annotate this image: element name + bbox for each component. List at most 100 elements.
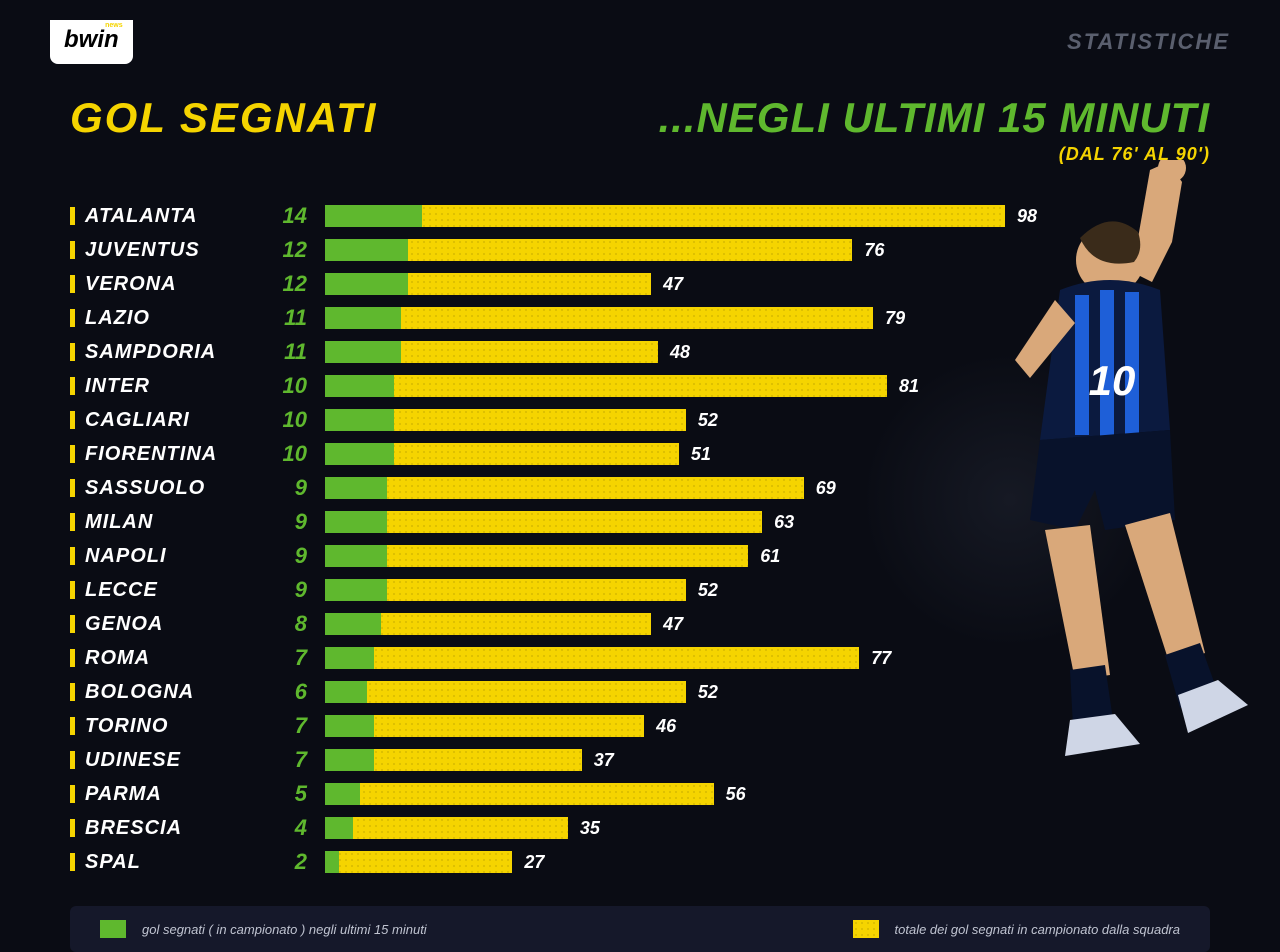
bar-late: [325, 715, 374, 737]
chart-row: ROMA777: [70, 642, 1210, 674]
title-right: ...NEGLI ULTIMI 15 MINUTI: [658, 94, 1210, 142]
bar-late: [325, 647, 374, 669]
bar-area: 81: [325, 375, 1045, 397]
chart-row: PARMA5 56: [70, 778, 1210, 810]
chart-row: BRESCIA435: [70, 812, 1210, 844]
late-goals-value: 5: [270, 781, 325, 807]
logo-subtext: news: [105, 22, 123, 29]
total-goals-value: 37: [582, 749, 614, 771]
bar-area: 76: [325, 239, 1045, 261]
chart-row: SPAL227: [70, 846, 1210, 878]
total-goals-value: 81: [887, 375, 919, 397]
total-goals-value: 51: [679, 443, 711, 465]
total-goals-value: 79: [873, 307, 905, 329]
total-goals-value: 52: [686, 681, 718, 703]
total-goals-value: 56: [714, 783, 746, 805]
total-goals-value: 63: [762, 511, 794, 533]
row-tick: [70, 377, 75, 395]
row-tick: [70, 615, 75, 633]
bar-area: 48: [325, 341, 1045, 363]
total-goals-value: 98: [1005, 205, 1037, 227]
row-tick: [70, 445, 75, 463]
legend: gol segnati ( in campionato ) negli ulti…: [70, 906, 1210, 952]
team-name: VERONA: [85, 273, 270, 296]
team-name: NAPOLI: [85, 545, 270, 568]
team-name: PARMA: [85, 783, 270, 806]
chart-row: UDINESE737: [70, 744, 1210, 776]
late-goals-value: 9: [270, 475, 325, 501]
chart-row: VERONA1247: [70, 268, 1210, 300]
section-label: STATISTICHE: [1067, 29, 1230, 55]
bar-late: [325, 613, 381, 635]
team-name: LECCE: [85, 579, 270, 602]
bar-late: [325, 681, 367, 703]
late-goals-value: 6: [270, 679, 325, 705]
brand-logo: bwin news: [50, 20, 133, 64]
bar-late: [325, 239, 408, 261]
bar-total: [325, 511, 762, 533]
bar-area: 77: [325, 647, 1045, 669]
row-tick: [70, 649, 75, 667]
bar-area: 47: [325, 613, 1045, 635]
title-row: GOL SEGNATI ...NEGLI ULTIMI 15 MINUTI (D…: [50, 94, 1230, 165]
bar-late: [325, 307, 401, 329]
row-tick: [70, 853, 75, 871]
chart-row: BOLOGNA652: [70, 676, 1210, 708]
bar-total: [325, 647, 859, 669]
header: bwin news STATISTICHE: [50, 20, 1230, 64]
legend-item-total: totale dei gol segnati in campionato dal…: [853, 920, 1180, 938]
bar-total: [325, 851, 512, 873]
row-tick: [70, 241, 75, 259]
row-tick: [70, 309, 75, 327]
late-goals-value: 10: [270, 441, 325, 467]
bar-area: 52: [325, 579, 1045, 601]
row-tick: [70, 581, 75, 599]
late-goals-value: 7: [270, 713, 325, 739]
bar-area: 37: [325, 749, 1045, 771]
bar-late: [325, 409, 394, 431]
legend-item-late: gol segnati ( in campionato ) negli ulti…: [100, 920, 427, 938]
chart-row: JUVENTUS1276: [70, 234, 1210, 266]
team-name: LAZIO: [85, 307, 270, 330]
late-goals-value: 4: [270, 815, 325, 841]
late-goals-value: 9: [270, 577, 325, 603]
total-goals-value: 76: [852, 239, 884, 261]
bar-total: [325, 307, 873, 329]
total-goals-value: 48: [658, 341, 690, 363]
row-tick: [70, 547, 75, 565]
bar-total: [325, 817, 568, 839]
row-tick: [70, 479, 75, 497]
bar-area: 56: [325, 783, 1045, 805]
team-name: SPAL: [85, 851, 270, 874]
bar-late: [325, 341, 401, 363]
legend-text-late: gol segnati ( in campionato ) negli ulti…: [142, 922, 427, 937]
row-tick: [70, 513, 75, 531]
title-right-wrap: ...NEGLI ULTIMI 15 MINUTI (DAL 76' AL 90…: [658, 94, 1210, 165]
team-name: TORINO: [85, 715, 270, 738]
late-goals-value: 11: [270, 339, 325, 365]
chart-row: TORINO746: [70, 710, 1210, 742]
team-name: GENOA: [85, 613, 270, 636]
late-goals-value: 10: [270, 373, 325, 399]
bar-late: [325, 749, 374, 771]
row-tick: [70, 819, 75, 837]
bar-area: 69: [325, 477, 1045, 499]
bar-area: 52: [325, 681, 1045, 703]
bar-total: [325, 477, 804, 499]
bar-area: 27: [325, 851, 1045, 873]
late-goals-value: 11: [270, 305, 325, 331]
team-name: SASSUOLO: [85, 477, 270, 500]
late-goals-value: 9: [270, 509, 325, 535]
bar-area: 51: [325, 443, 1045, 465]
bar-late: [325, 545, 387, 567]
bar-late: [325, 579, 387, 601]
late-goals-value: 14: [270, 203, 325, 229]
row-tick: [70, 751, 75, 769]
team-name: MILAN: [85, 511, 270, 534]
bar-total: [325, 375, 887, 397]
team-name: ROMA: [85, 647, 270, 670]
late-goals-value: 10: [270, 407, 325, 433]
late-goals-value: 7: [270, 645, 325, 671]
bar-area: 79: [325, 307, 1045, 329]
total-goals-value: 47: [651, 613, 683, 635]
